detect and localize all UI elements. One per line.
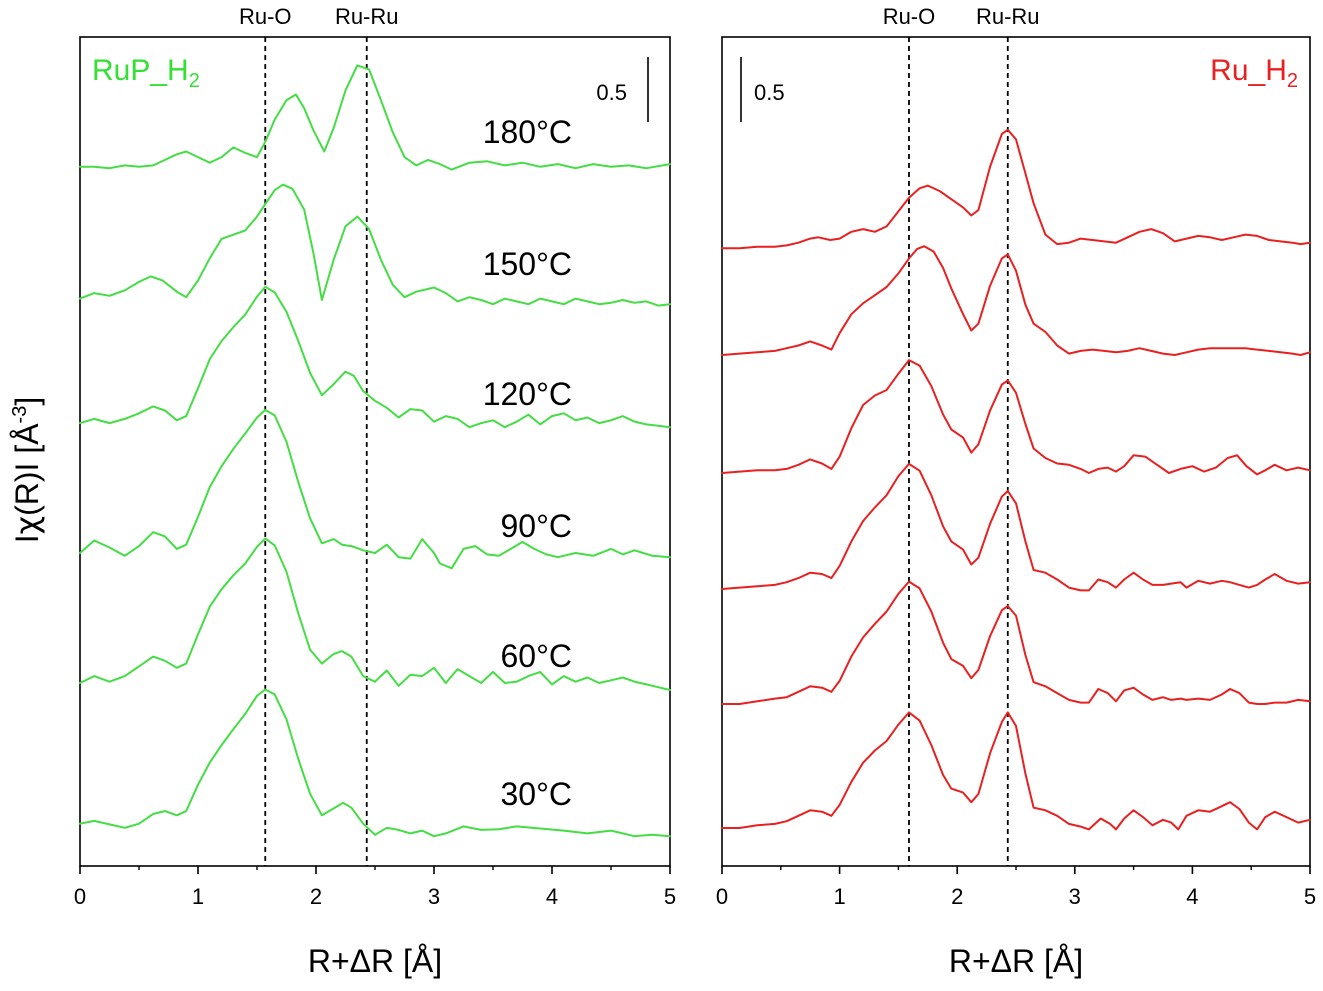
x-axis-label: R+ΔR [Å] [308,943,442,979]
x-tick-label: 0 [716,884,728,909]
plot-frame [79,36,671,867]
series-label: 60°C [501,638,573,674]
x-tick-label: 3 [428,884,440,909]
x-tick-label: 2 [310,884,322,909]
reference-line-label: Ru-Ru [335,4,399,29]
series-line [79,537,671,691]
x-tick-label: 4 [546,884,558,909]
x-tick-label: 1 [192,884,204,909]
reference-line-label: Ru-O [883,4,936,29]
series-line [721,128,1311,250]
series-line [721,580,1311,705]
x-tick-label: 0 [74,884,86,909]
series-line [721,711,1311,831]
series-line [79,64,671,171]
series-label: 150°C [483,246,572,282]
series-label: 30°C [501,776,573,812]
series-line [721,462,1311,592]
series-line [79,285,671,429]
reference-line-label: Ru-Ru [976,4,1040,29]
series-label: 120°C [483,376,572,412]
series-line [721,245,1311,356]
series-line [79,183,671,307]
panel-title: Ru_H2 [1210,54,1298,92]
x-tick-label: 3 [1069,884,1081,909]
series-line [721,359,1311,476]
plot-frame [721,36,1311,867]
reference-line-label: Ru-O [239,4,292,29]
left-panel: 0 1 2 3 4 5 R+ΔR [Å] Ru-O Ru-Ru 30°C 60°C 90°C 120°C… [74,4,676,979]
x-tick-label: 1 [833,884,845,909]
x-tick-label: 4 [1186,884,1198,909]
scale-bar-label: 0.5 [596,80,627,105]
x-tick-label: 5 [664,884,676,909]
x-tick-label: 5 [1304,884,1316,909]
series-label: 180°C [483,114,572,150]
series-line [79,408,671,570]
series-line [79,688,671,838]
right-panel: 0 1 2 3 4 5 R+ΔR [Å] Ru-O Ru-Ru Ru_H2 0.5 [716,4,1316,979]
y-axis-label: Iχ(R)I [Å-3] [8,397,46,544]
x-axis-label: R+ΔR [Å] [949,943,1083,979]
series-label: 90°C [501,508,573,544]
x-tick-label: 2 [951,884,963,909]
scale-bar-label: 0.5 [754,80,785,105]
panel-title: RuP_H2 [92,54,200,92]
